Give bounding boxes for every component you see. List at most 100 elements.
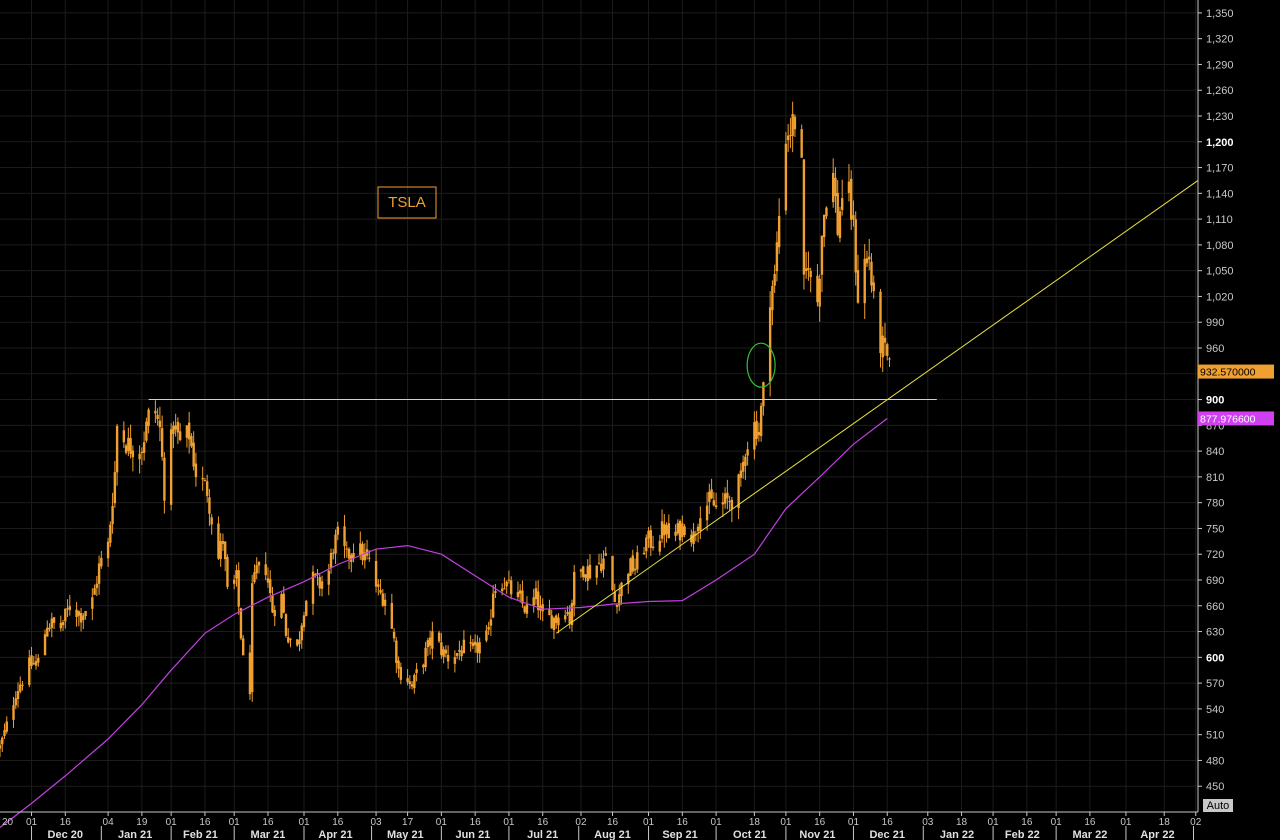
- candle-body: [343, 526, 346, 547]
- candle-body: [627, 574, 630, 585]
- candle-body: [284, 614, 288, 636]
- x-month-label: Jul 21: [527, 829, 558, 840]
- candle-body: [721, 502, 725, 505]
- y-tick-label: 510: [1206, 730, 1224, 742]
- candle-body: [413, 675, 416, 689]
- candle-body: [883, 337, 887, 343]
- candle-body: [791, 114, 794, 136]
- candle-body: [500, 588, 504, 591]
- candle-body: [28, 657, 31, 685]
- x-day-tick-label: 02: [1190, 817, 1202, 828]
- candle-body: [665, 525, 668, 535]
- candle-body: [226, 557, 229, 587]
- auto-scale-button[interactable]: Auto: [1203, 799, 1233, 812]
- candle-body: [237, 570, 240, 607]
- candle-body: [82, 615, 85, 621]
- y-tick-label: 600: [1206, 652, 1224, 664]
- candle-body: [618, 594, 621, 606]
- candle-body: [75, 609, 78, 618]
- candle-body: [886, 344, 889, 356]
- x-month-label: Apr 22: [1140, 829, 1174, 840]
- candle-body: [61, 622, 65, 626]
- candle-body: [255, 565, 258, 574]
- candle-body: [239, 608, 243, 639]
- x-day-tick-label: 16: [332, 817, 344, 828]
- candle-body: [710, 489, 713, 499]
- candle-body: [737, 474, 740, 509]
- y-tick-label: 1,230: [1206, 111, 1234, 123]
- y-tick-label: 1,200: [1206, 137, 1234, 149]
- y-tick-label: 810: [1206, 472, 1224, 484]
- x-day-tick-label: 16: [677, 817, 689, 828]
- candle-body: [345, 548, 348, 550]
- candle-body: [818, 278, 821, 307]
- candle-body: [383, 599, 387, 606]
- candle-body: [248, 652, 252, 695]
- candle-body: [300, 625, 303, 641]
- candle-body: [46, 627, 49, 637]
- x-day-tick-label: 18: [956, 817, 968, 828]
- candle-body: [280, 594, 283, 618]
- candle-body: [825, 207, 828, 217]
- candle-body: [320, 581, 324, 589]
- candle-body: [509, 580, 513, 595]
- candle-body: [93, 588, 96, 595]
- candle-body: [888, 358, 891, 360]
- x-month-label: Jun 21: [455, 829, 490, 840]
- candle-body: [79, 612, 83, 623]
- candle-body: [487, 626, 490, 630]
- candle-body: [696, 526, 700, 532]
- candle-body: [870, 261, 873, 286]
- candle-body: [208, 497, 211, 514]
- candle-body: [473, 641, 477, 646]
- candle-body: [156, 414, 159, 420]
- candle-body: [741, 461, 745, 472]
- candle-body: [584, 574, 587, 578]
- last-price-badge: [1198, 364, 1274, 379]
- x-day-tick-label: 03: [922, 817, 934, 828]
- candle-body: [379, 589, 382, 593]
- x-day-tick-label: 02: [575, 817, 587, 828]
- candle-body: [113, 472, 117, 504]
- candle-body: [194, 463, 198, 477]
- price-candles: [0, 101, 891, 758]
- candle-body: [43, 634, 47, 656]
- y-tick-label: 1,080: [1206, 240, 1234, 252]
- candle-body: [491, 593, 495, 618]
- candle-body: [809, 271, 812, 278]
- x-day-tick-label: 01: [711, 817, 723, 828]
- candle-body: [424, 647, 427, 668]
- candle-body: [242, 638, 245, 656]
- x-day-tick-label: 01: [503, 817, 515, 828]
- candle-body: [847, 181, 851, 193]
- candle-body: [158, 420, 162, 428]
- candle-body: [138, 453, 141, 460]
- y-tick-label: 540: [1206, 704, 1224, 716]
- breakout-circle-marker: [746, 342, 776, 388]
- y-tick-label: 450: [1206, 781, 1224, 793]
- candle-body: [163, 457, 166, 501]
- x-month-label: Dec 21: [869, 829, 904, 840]
- candle-body: [834, 177, 837, 197]
- candle-body: [631, 555, 634, 572]
- candle-body: [19, 684, 22, 692]
- candle-body: [604, 553, 607, 556]
- candle-body: [395, 640, 398, 663]
- candle-body: [145, 421, 148, 441]
- candle-body: [746, 449, 749, 456]
- candle-body: [201, 477, 204, 480]
- ticker-label-box: TSLA: [377, 186, 437, 219]
- candle-body: [863, 258, 866, 304]
- candle-body: [392, 631, 396, 639]
- candle-body: [807, 267, 810, 271]
- candle-body: [728, 500, 731, 502]
- grid-lines: [0, 0, 1198, 812]
- x-month-label: Mar 22: [1072, 829, 1107, 840]
- candle-body: [296, 639, 299, 646]
- y-tick-label: 1,140: [1206, 188, 1234, 200]
- candle-body: [205, 481, 209, 496]
- candle-body: [12, 705, 15, 720]
- candle-body: [0, 745, 2, 749]
- x-month-label: Oct 21: [733, 829, 767, 840]
